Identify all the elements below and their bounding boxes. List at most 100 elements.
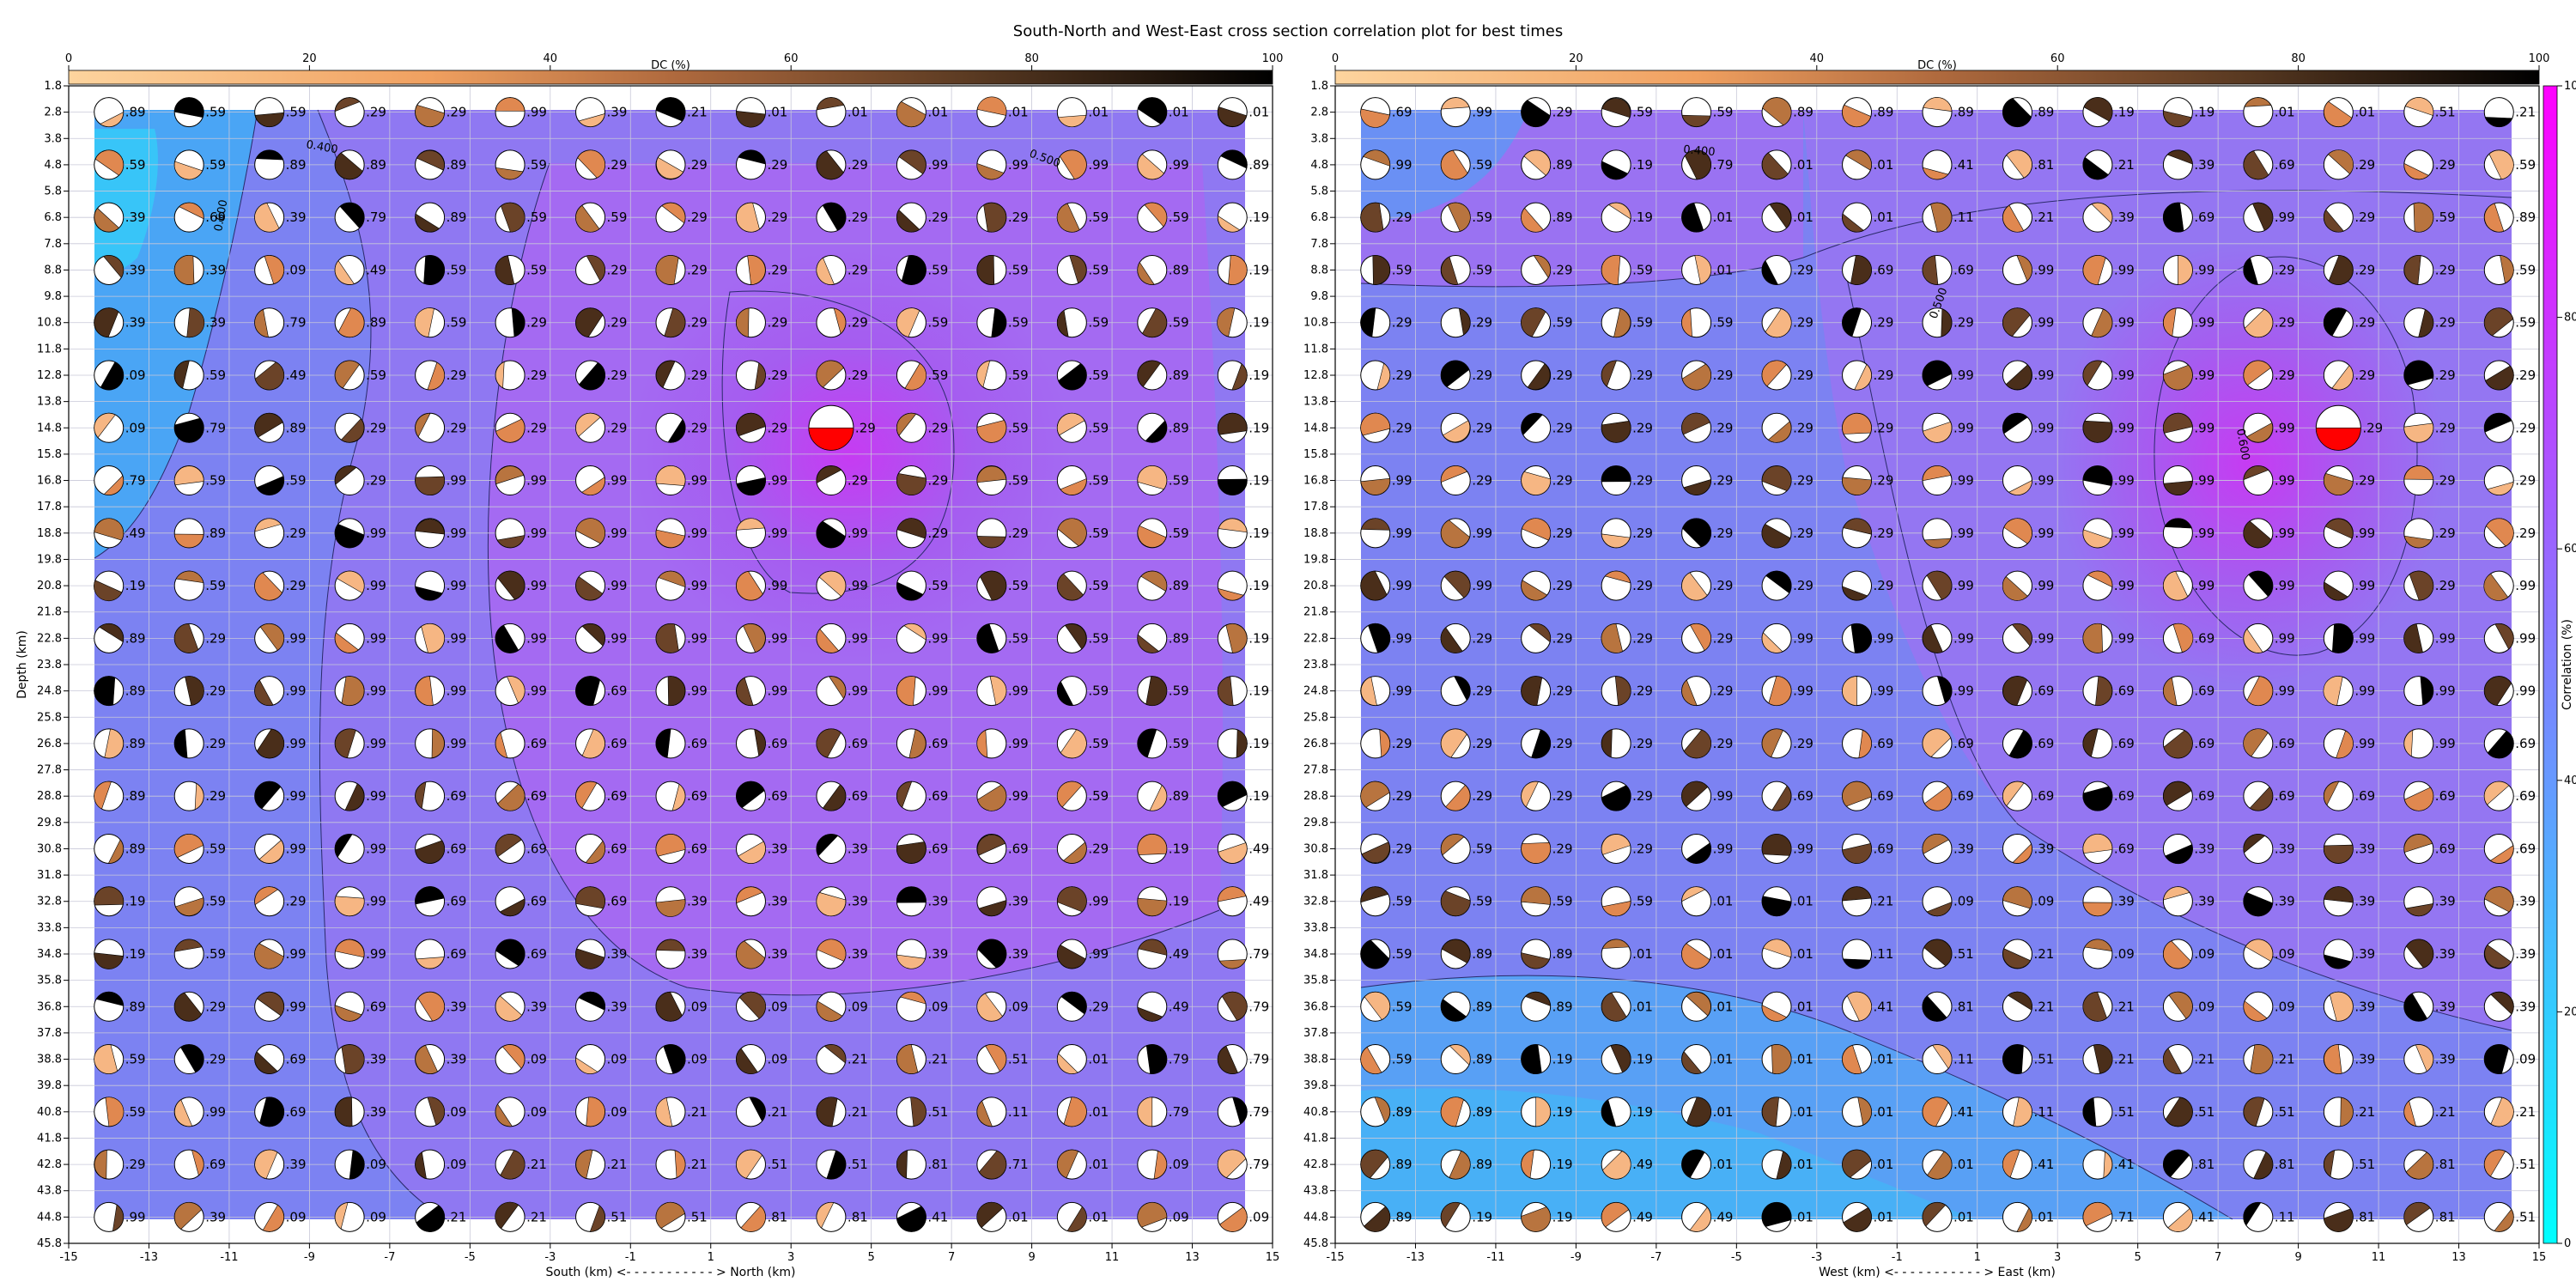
beachball: .01: [2323, 97, 2375, 128]
beachball-compression: [898, 149, 927, 174]
beachball: .59: [254, 97, 307, 128]
beachball-label: .99: [767, 683, 787, 699]
beachball: .59: [2403, 202, 2456, 233]
y-tick-label: 5.8: [44, 185, 62, 198]
beachball-label: .99: [1008, 788, 1029, 804]
beachball-label: .41: [2114, 1157, 2135, 1172]
y-tick-label: 12.8: [37, 369, 62, 382]
beachball-label: .39: [767, 894, 787, 909]
beachball-label: .51: [2515, 1209, 2536, 1224]
beachball-compression: [349, 1150, 365, 1180]
beachball-label: .89: [1169, 578, 1189, 593]
y-tick-label: 25.8: [37, 711, 62, 724]
beachball-label: .29: [1632, 473, 1653, 489]
beachball: .09: [495, 1044, 547, 1075]
beachball-compression: [1149, 785, 1168, 811]
beachball-compression: [104, 728, 124, 759]
beachball-label: .89: [1874, 105, 1894, 120]
beachball-label: .99: [447, 683, 467, 699]
beachball-label: .99: [2354, 526, 2375, 541]
beachball-compression: [1066, 1206, 1087, 1232]
beachball-label: .59: [205, 157, 226, 173]
beachball-compression: [581, 477, 605, 495]
beachball-label: .39: [447, 999, 467, 1014]
colorbar-dc-ticks-left: 0 20 40 60 80 100: [65, 52, 1283, 70]
beachball-compression: [977, 939, 1007, 969]
beachball: .01: [1761, 149, 1814, 180]
beachball-label: .59: [1088, 736, 1109, 751]
beachball-label: .99: [366, 946, 386, 962]
beachball-label: .09: [767, 1052, 787, 1067]
beachball: .99: [334, 833, 386, 864]
beachball: .09: [94, 412, 146, 443]
beachball: .51: [575, 1201, 627, 1232]
beachball-compression: [985, 1044, 1007, 1072]
beachball: .51: [735, 1149, 787, 1180]
beachball-compression: [1145, 1044, 1168, 1074]
beachball-label: .01: [1713, 894, 1734, 909]
beachball-compression: [1137, 834, 1168, 855]
beachball-label: .59: [1392, 999, 1413, 1014]
beachball: .29: [1056, 833, 1109, 864]
beachball-compression: [1218, 959, 1247, 969]
beachball-label: .89: [1392, 1104, 1413, 1120]
beachball-label: .89: [125, 736, 146, 751]
beachball: .29: [735, 149, 787, 180]
beachball-compression: [173, 161, 204, 180]
beachball: .79: [1217, 939, 1269, 969]
beachball-label: .81: [2354, 1209, 2375, 1224]
beachball-label: .29: [848, 368, 868, 383]
beachball-label: .29: [286, 894, 307, 909]
beachball-label: .99: [2194, 526, 2215, 541]
beachball-compression: [1217, 307, 1236, 337]
y-tick-label: 20.8: [1303, 580, 1328, 592]
beachball-label: .99: [286, 841, 307, 856]
beachball: .59: [896, 307, 948, 338]
beachball-label: .51: [1953, 946, 1974, 962]
beachball: .89: [1137, 570, 1189, 601]
beachball-compression: [976, 1201, 1004, 1229]
beachball-label: .29: [2354, 210, 2375, 225]
beachball-compression: [1922, 167, 1949, 180]
y-tick-label: 10.8: [37, 317, 62, 330]
x-tick-label: 1: [708, 1251, 714, 1264]
y-tick-label: 8.8: [44, 264, 62, 276]
beachball-label: .59: [1472, 210, 1492, 225]
beachball-label: .59: [447, 262, 467, 277]
beachball-label: .19: [1169, 841, 1189, 856]
beachball-compression: [976, 420, 1007, 443]
beachball-compression: [1069, 255, 1087, 284]
beachball: .99: [334, 570, 386, 601]
beachball-compression: [256, 728, 285, 759]
beachball-label: .21: [2515, 105, 2536, 120]
beachball: .59: [415, 307, 466, 338]
beachball: .01: [735, 97, 787, 128]
beachball-compression: [107, 839, 124, 864]
beachball: .79: [94, 465, 146, 496]
beachball-label: .69: [927, 736, 948, 751]
beachball: .99: [816, 570, 868, 601]
y-tick-label: 27.8: [1303, 764, 1328, 777]
beachball-compression: [1217, 1045, 1238, 1074]
beachball-label: .69: [687, 841, 708, 856]
beachball: .19: [1217, 781, 1269, 811]
beachball-label: .69: [526, 788, 547, 804]
beachball-label: .79: [1249, 1157, 1269, 1172]
beachball-compression: [254, 943, 284, 969]
beachball-label: .99: [2194, 262, 2215, 277]
beachball-compression: [1138, 939, 1168, 956]
beachball: .99: [575, 465, 627, 496]
beachball-compression: [334, 1005, 362, 1022]
beachball: .19: [94, 886, 146, 917]
beachball-compression: [427, 1097, 445, 1126]
beachball-label: .29: [1793, 526, 1814, 541]
y-tick-label: 36.8: [37, 1000, 62, 1013]
beachball-label: .29: [2435, 262, 2456, 277]
beachball-label: .69: [2275, 736, 2295, 751]
beachball-label: .79: [366, 210, 386, 225]
beachball-compression: [1521, 307, 1546, 337]
beachball-compression: [826, 1150, 847, 1180]
beachball: .29: [816, 307, 868, 338]
y-tick-label: 23.8: [1303, 659, 1328, 671]
beachball-compression: [1137, 1097, 1153, 1127]
